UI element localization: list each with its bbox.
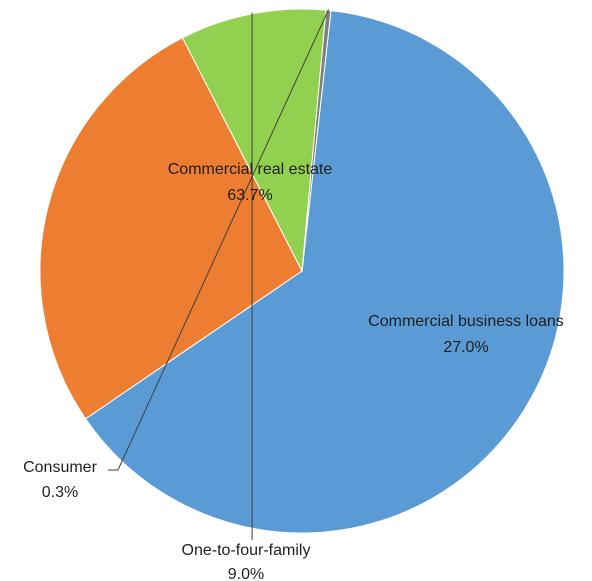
label-one-to-four-family-name: One-to-four-family <box>182 542 311 559</box>
label-commercial-real-estate-name: Commercial real estate <box>168 161 333 178</box>
label-one-to-four-family-percent: 9.0% <box>228 566 264 581</box>
label-consumer-name: Consumer <box>23 459 97 476</box>
label-commercial-real-estate-percent: 63.7% <box>227 187 272 204</box>
leader-line-consumer <box>108 9 330 471</box>
label-commercial-business-loans-percent: 27.0% <box>443 339 488 356</box>
label-commercial-business-loans-name: Commercial business loans <box>368 313 564 330</box>
leader-lines <box>108 9 330 540</box>
slice-commercial-business-loans <box>39 37 303 420</box>
slice-commercial-real-estate <box>84 10 565 534</box>
label-consumer-percent: 0.3% <box>42 484 78 501</box>
pie-slices <box>39 8 565 534</box>
